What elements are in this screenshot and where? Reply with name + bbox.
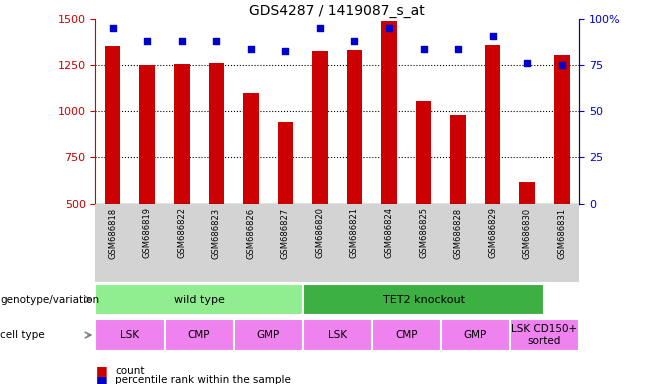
- Bar: [303, 284, 544, 315]
- Point: [522, 60, 532, 66]
- Text: LSK: LSK: [328, 330, 347, 340]
- Bar: [416, 101, 432, 204]
- Text: LSK CD150+
sorted: LSK CD150+ sorted: [511, 324, 578, 346]
- Text: GSM686830: GSM686830: [522, 207, 532, 258]
- Bar: [174, 65, 190, 204]
- Bar: [209, 63, 224, 204]
- Bar: [347, 50, 363, 204]
- Point: [211, 38, 222, 45]
- Point: [349, 38, 360, 45]
- Point: [142, 38, 153, 45]
- Text: ■: ■: [95, 364, 107, 377]
- Point: [557, 62, 567, 68]
- Bar: [234, 319, 303, 351]
- Text: GSM686822: GSM686822: [177, 207, 186, 258]
- Text: GSM686826: GSM686826: [246, 207, 255, 258]
- Bar: [441, 319, 510, 351]
- Bar: [554, 55, 570, 204]
- Text: LSK: LSK: [120, 330, 139, 340]
- Bar: [510, 319, 579, 351]
- Bar: [303, 319, 372, 351]
- Point: [418, 46, 429, 52]
- Point: [107, 25, 118, 31]
- Bar: [164, 319, 234, 351]
- Bar: [95, 284, 303, 315]
- Text: GMP: GMP: [464, 330, 487, 340]
- Text: wild type: wild type: [174, 295, 224, 305]
- Text: TET2 knockout: TET2 knockout: [382, 295, 465, 305]
- Bar: [105, 46, 120, 204]
- Text: GSM686823: GSM686823: [212, 207, 221, 258]
- Text: GSM686820: GSM686820: [315, 207, 324, 258]
- Point: [384, 25, 394, 31]
- Bar: [372, 319, 441, 351]
- Text: GSM686821: GSM686821: [350, 207, 359, 258]
- Text: GSM686827: GSM686827: [281, 207, 290, 258]
- Bar: [243, 93, 259, 204]
- Point: [280, 48, 291, 54]
- Text: CMP: CMP: [188, 330, 211, 340]
- Text: GSM686828: GSM686828: [453, 207, 463, 258]
- Text: CMP: CMP: [395, 330, 418, 340]
- Text: ■: ■: [95, 374, 107, 384]
- Text: count: count: [115, 366, 145, 376]
- Title: GDS4287 / 1419087_s_at: GDS4287 / 1419087_s_at: [249, 4, 425, 18]
- Bar: [485, 45, 501, 204]
- Text: GMP: GMP: [257, 330, 280, 340]
- Bar: [278, 122, 293, 204]
- Point: [453, 46, 463, 52]
- Point: [245, 46, 256, 52]
- Bar: [450, 115, 466, 204]
- Text: GSM686831: GSM686831: [557, 207, 567, 258]
- Point: [315, 25, 325, 31]
- Text: percentile rank within the sample: percentile rank within the sample: [115, 375, 291, 384]
- Text: GSM686818: GSM686818: [108, 207, 117, 258]
- Bar: [139, 65, 155, 204]
- Bar: [95, 319, 164, 351]
- Text: GSM686825: GSM686825: [419, 207, 428, 258]
- Point: [176, 38, 187, 45]
- Text: GSM686819: GSM686819: [143, 207, 152, 258]
- Bar: [519, 182, 535, 204]
- Text: GSM686824: GSM686824: [384, 207, 393, 258]
- Text: GSM686829: GSM686829: [488, 207, 497, 258]
- Text: genotype/variation: genotype/variation: [0, 295, 99, 305]
- Text: cell type: cell type: [0, 330, 45, 340]
- Bar: [312, 51, 328, 204]
- Bar: [381, 21, 397, 204]
- Point: [488, 33, 498, 39]
